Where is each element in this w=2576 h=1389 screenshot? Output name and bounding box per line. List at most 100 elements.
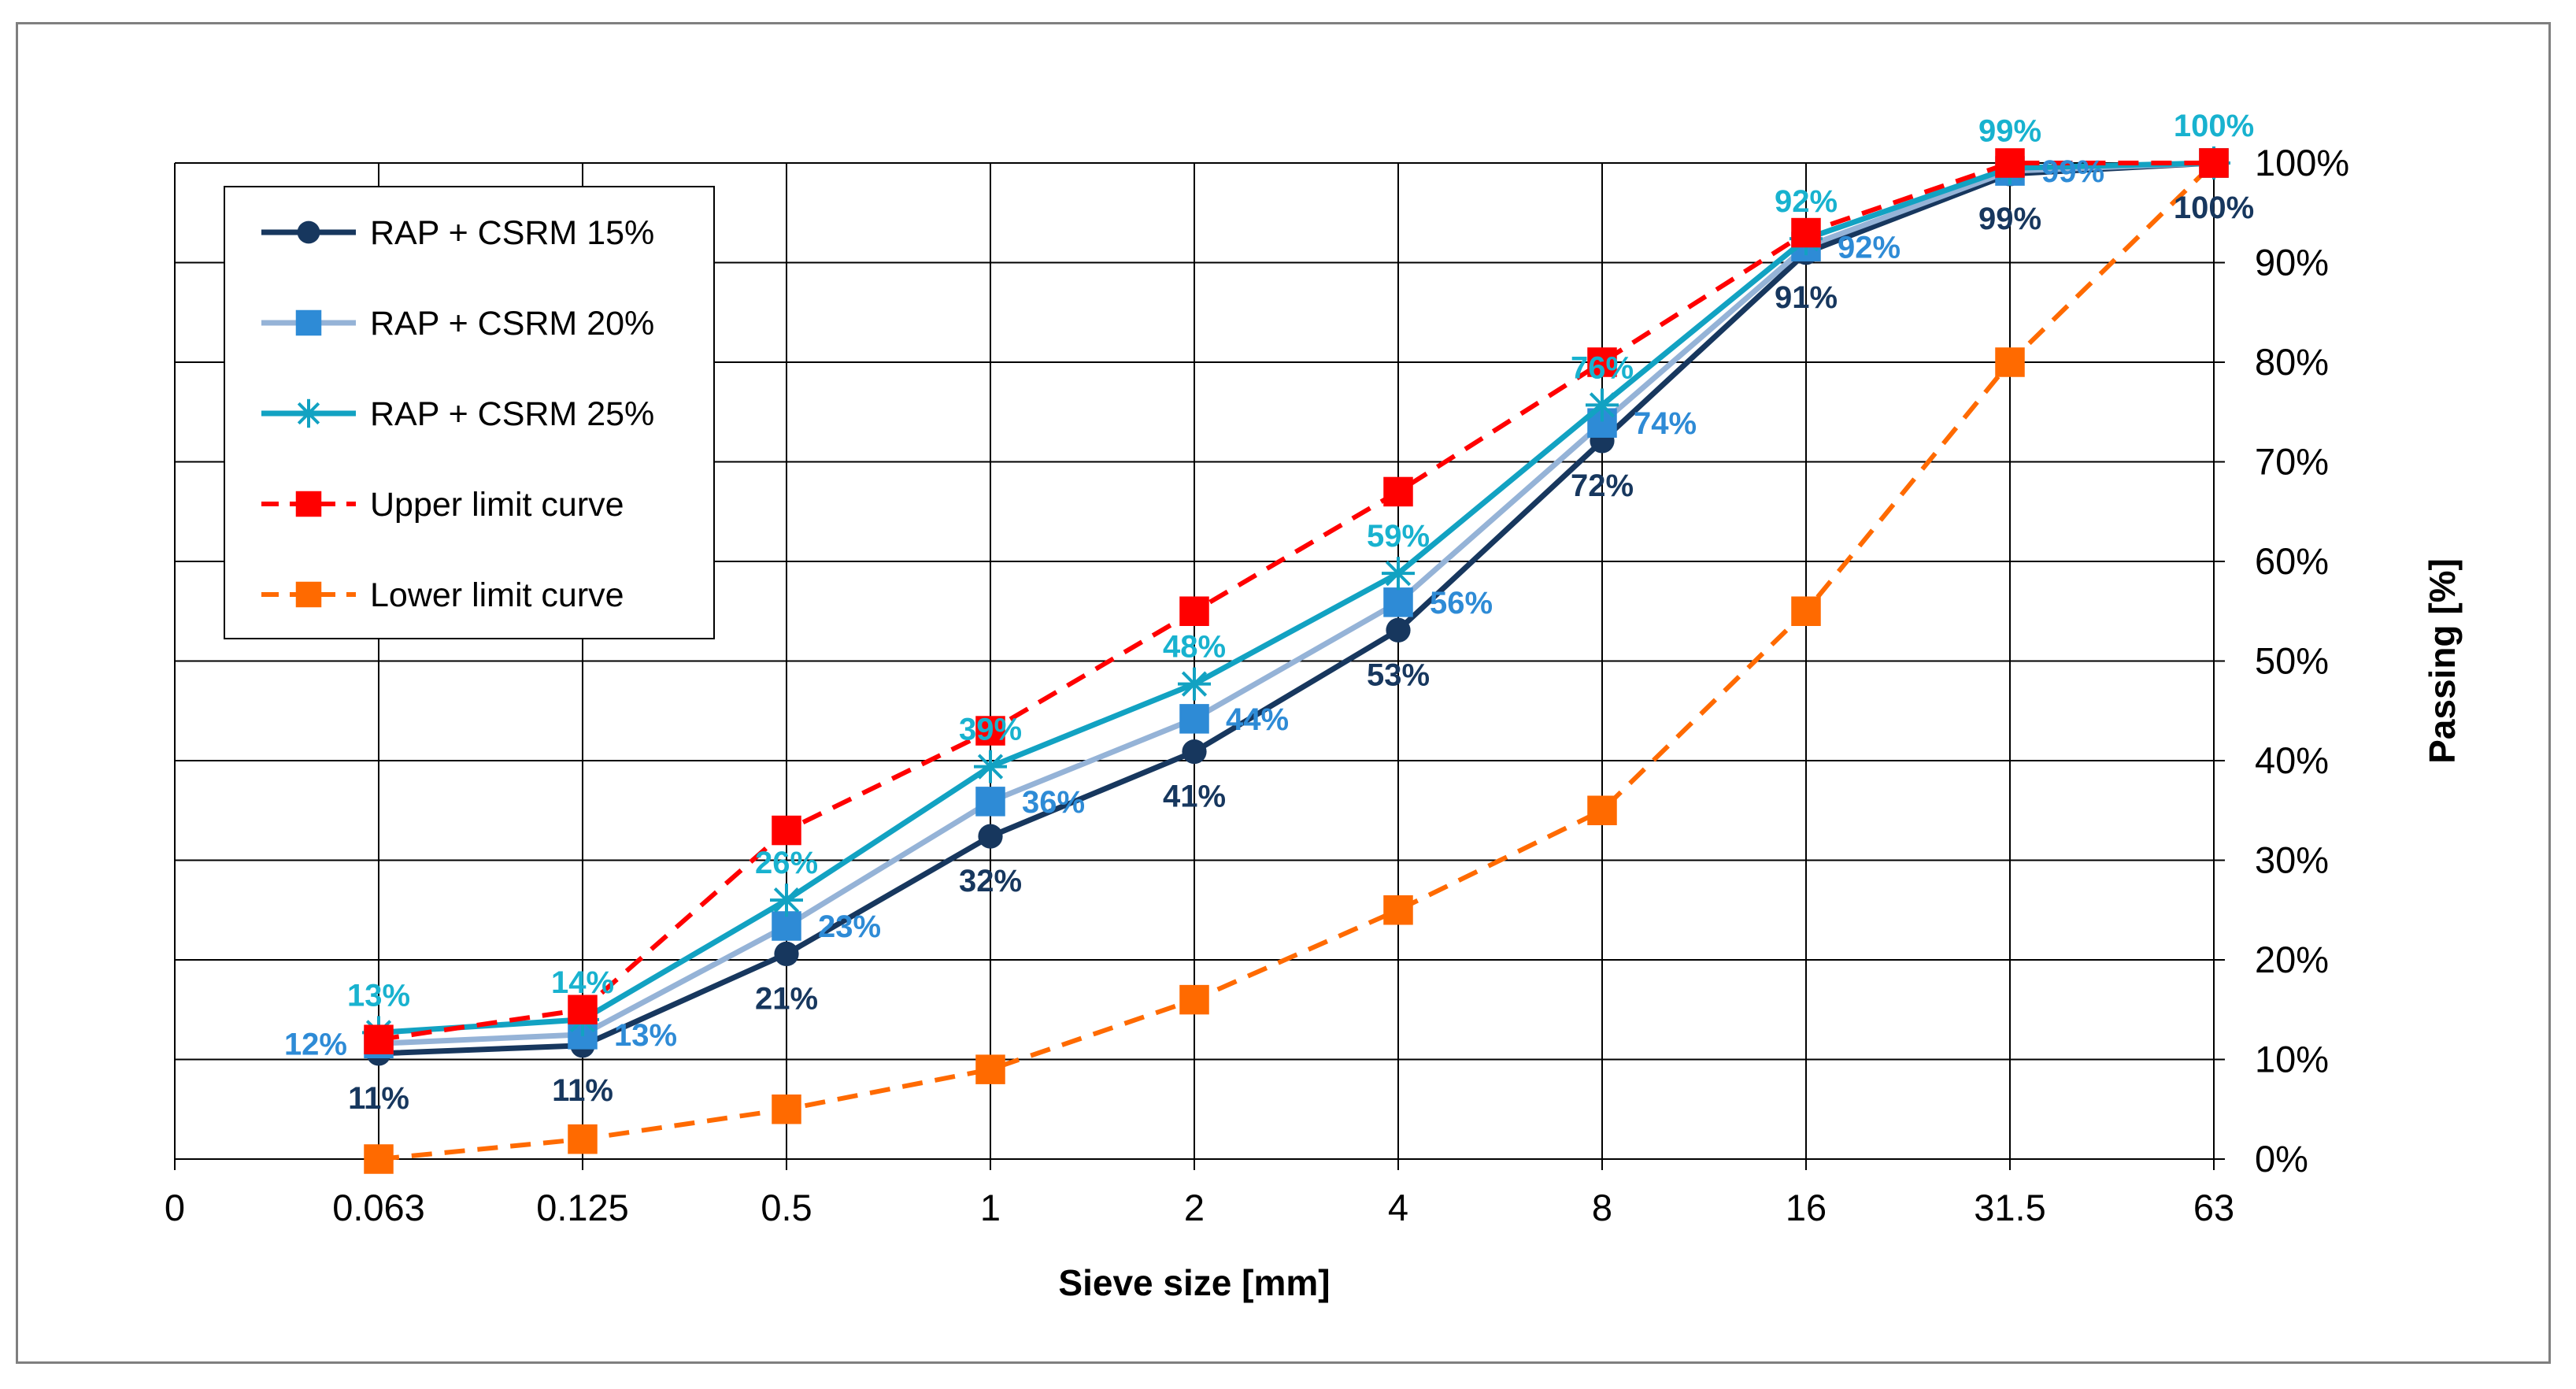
marker-star-stroke	[773, 887, 800, 913]
legend-item: Lower limit curve	[261, 576, 624, 614]
y-tick-label: 10%	[2255, 1039, 2329, 1080]
data-label: 14%	[551, 965, 614, 1000]
data-label: 32%	[959, 864, 1022, 898]
x-tick-label: 0.5	[761, 1187, 812, 1228]
data-label: 12%	[284, 1027, 347, 1061]
data-label: 39%	[959, 713, 1022, 747]
marker-square	[1383, 587, 1413, 617]
marker-square	[1791, 596, 1821, 626]
data-label: 41%	[1163, 780, 1226, 814]
marker-square	[568, 995, 598, 1024]
data-label: 92%	[1775, 184, 1838, 219]
x-tick-label: 2	[1184, 1187, 1205, 1228]
x-tick-label: 31.5	[1974, 1187, 2045, 1228]
data-label: 53%	[1367, 657, 1430, 692]
series-line	[378, 161, 2214, 1043]
y-axis-ticks: 0% 10% 20% 30% 40% 50% 60% 70% 80% 90% 100%	[2255, 142, 2349, 1180]
marker-star-stroke	[1181, 671, 1208, 697]
marker-square	[1179, 704, 1209, 734]
marker-star-stroke	[297, 402, 320, 425]
y-tick-label: 100%	[2255, 142, 2349, 183]
data-label: 76%	[1571, 350, 1634, 385]
series	[362, 146, 2230, 1174]
marker-circle	[978, 824, 1003, 849]
x-tick-label: 1	[980, 1187, 1001, 1228]
legend-label: RAP + CSRM 20%	[370, 305, 654, 343]
marker-square	[1179, 984, 1209, 1015]
data-label: 36%	[1022, 785, 1085, 820]
series-line	[378, 161, 2216, 1161]
marker-square	[364, 1024, 394, 1054]
data-label: 11%	[348, 1081, 409, 1116]
legend-item: Upper limit curve	[261, 486, 624, 524]
marker-star-stroke	[977, 754, 1004, 780]
marker-square	[295, 491, 322, 517]
marker-square	[1587, 347, 1617, 377]
series-line	[378, 160, 2215, 1035]
x-tick-label: 0.125	[536, 1187, 629, 1228]
y-tick-label: 50%	[2255, 640, 2329, 682]
legend-label: RAP + CSRM 15%	[370, 214, 654, 252]
marker-star-stroke	[1385, 561, 1412, 587]
data-label: 48%	[1163, 630, 1226, 665]
marker-square	[295, 309, 322, 336]
marker-circle	[297, 220, 320, 244]
legend-label: Lower limit curve	[370, 576, 624, 614]
data-label: 26%	[755, 846, 818, 880]
data-label: 13%	[614, 1018, 677, 1053]
x-tick-label: 8	[1592, 1187, 1612, 1228]
legend: RAP + CSRM 15% RAP + CSRM 20% RAP + CSRM 2…	[224, 186, 715, 639]
data-label: 91%	[1775, 280, 1838, 315]
data-label: 74%	[1634, 406, 1697, 441]
x-axis-ticks: 0 0.063 0.125 0.5 1 2 4 8 16 31.5 63	[165, 1187, 2234, 1228]
x-tick-label: 4	[1388, 1187, 1408, 1228]
marker-square	[975, 787, 1005, 817]
data-label: 56%	[1430, 586, 1493, 620]
series-line	[378, 160, 2215, 1057]
y-tick-label: 90%	[2255, 242, 2329, 283]
x-tick-label: 16	[1786, 1187, 1827, 1228]
data-label: 13%	[347, 978, 410, 1013]
data-label: 99%	[1978, 202, 2041, 236]
legend-label: Upper limit curve	[370, 486, 624, 524]
legend-item: RAP + CSRM 15%	[261, 214, 654, 252]
data-label: 99%	[2041, 154, 2104, 189]
marker-square	[772, 1095, 801, 1124]
data-label: 11%	[552, 1073, 613, 1108]
marker-square	[1995, 347, 2025, 377]
y-tick-label: 20%	[2255, 939, 2329, 980]
marker-square	[1383, 476, 1413, 507]
marker-square	[295, 581, 322, 608]
marker-square	[364, 1144, 394, 1174]
data-label: 100%	[2174, 109, 2254, 143]
legend-label: RAP + CSRM 25%	[370, 395, 654, 433]
legend-item: RAP + CSRM 25%	[261, 395, 654, 433]
data-label: 92%	[1838, 230, 1901, 265]
marker-square	[568, 1124, 598, 1154]
marker-star-stroke	[1589, 392, 1616, 418]
y-tick-label: 70%	[2255, 441, 2329, 483]
data-label: 44%	[1226, 702, 1289, 737]
x-tick-label: 0	[165, 1187, 185, 1228]
marker-square	[975, 1054, 1005, 1084]
marker-square	[1383, 895, 1413, 925]
marker-square	[772, 815, 801, 846]
data-label: 100%	[2174, 191, 2254, 225]
y-tick-label: 0%	[2255, 1138, 2308, 1180]
marker-square	[2199, 148, 2229, 178]
marker-square	[1791, 217, 1821, 248]
x-axis-title: Sieve size [mm]	[1058, 1262, 1330, 1303]
x-tick-label: 63	[2193, 1187, 2234, 1228]
data-labels: 11% 11%21%32%41%53%72%91%99% 100%12% 13%23%…	[284, 109, 2254, 1116]
data-label: 99%	[1978, 113, 2041, 148]
marker-circle	[774, 941, 799, 967]
data-label: 59%	[1367, 519, 1430, 554]
data-label: 23%	[818, 909, 881, 944]
data-label: 72%	[1571, 469, 1634, 503]
y-axis-title: Passing [%]	[2422, 558, 2463, 764]
y-tick-label: 40%	[2255, 739, 2329, 781]
series-upper-limit-curve	[364, 148, 2229, 1054]
series-line	[378, 160, 2215, 1046]
marker-circle	[1182, 739, 1207, 765]
